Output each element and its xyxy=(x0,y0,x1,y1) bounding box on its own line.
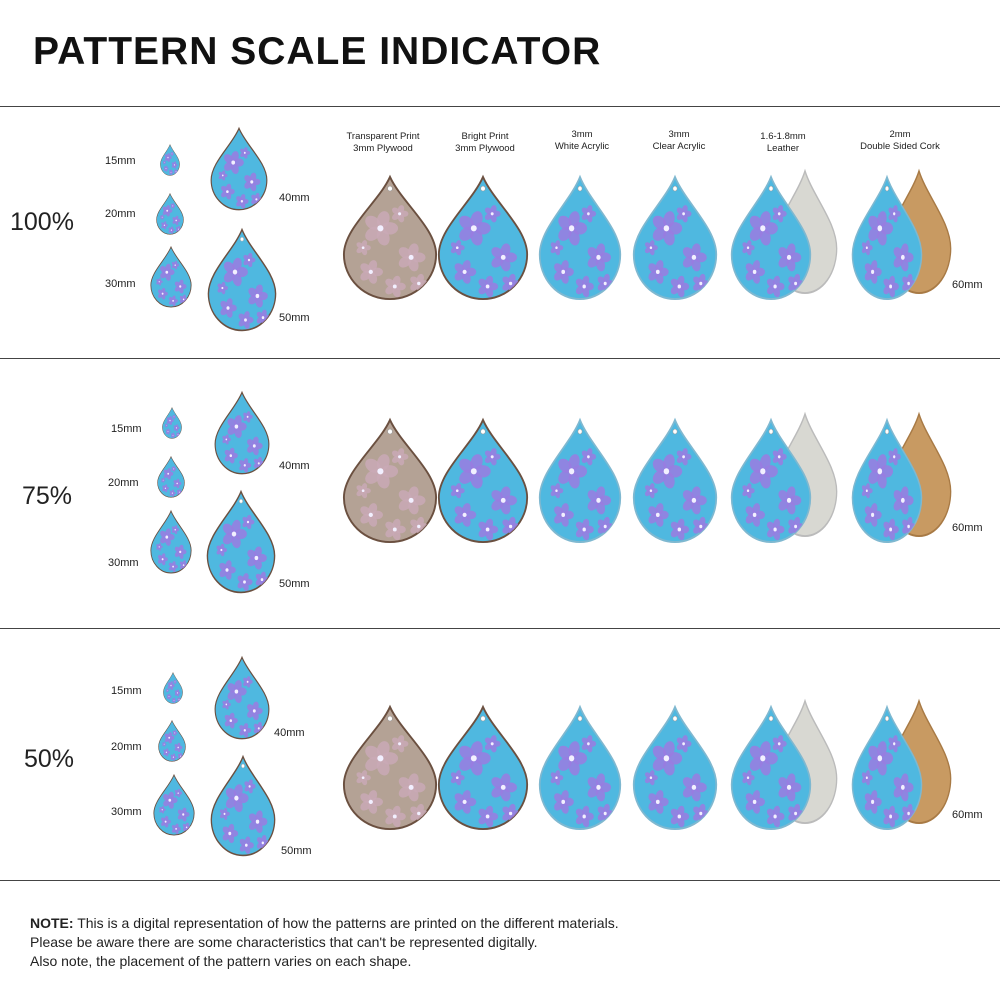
drop-leather-front xyxy=(730,174,812,300)
size-label: 30mm xyxy=(111,806,142,818)
material-header-transparent-plywood: Transparent Print 3mm Plywood xyxy=(328,131,438,155)
size-label: 15mm xyxy=(105,155,136,167)
drop-bright-plywood xyxy=(437,417,529,544)
divider xyxy=(0,106,1000,107)
size-sample-40mm xyxy=(210,126,268,211)
material-line2: 3mm Plywood xyxy=(455,143,515,154)
size-sample-20mm xyxy=(157,455,185,498)
drop-clear-acrylic xyxy=(632,174,718,300)
material-size-label: 60mm xyxy=(952,279,983,291)
divider xyxy=(0,628,1000,629)
size-label: 15mm xyxy=(111,423,142,435)
drop-white-acrylic xyxy=(538,417,622,543)
material-header-cork: 2mm Double Sided Cork xyxy=(845,129,955,153)
drop-leather-front xyxy=(730,417,812,543)
drop-white-acrylic xyxy=(538,704,622,830)
size-sample-50mm xyxy=(206,489,276,594)
drop-leather-front xyxy=(730,704,812,830)
drop-clear-acrylic xyxy=(632,417,718,543)
drop-transparent-plywood xyxy=(342,417,438,544)
drop-bright-plywood xyxy=(437,704,529,831)
size-label: 30mm xyxy=(105,278,136,290)
scale-label: 50% xyxy=(24,745,75,773)
material-header-white-acrylic: 3mm White Acrylic xyxy=(527,129,637,153)
material-line2: Leather xyxy=(766,143,800,154)
drop-cork-front xyxy=(851,174,923,301)
size-sample-30mm xyxy=(153,773,195,836)
size-label: 20mm xyxy=(108,477,139,489)
material-line2: 3mm Plywood xyxy=(353,143,413,154)
size-label: 20mm xyxy=(105,208,136,220)
size-sample-20mm xyxy=(158,719,186,762)
size-label: 15mm xyxy=(111,685,142,697)
size-label: 50mm xyxy=(281,845,312,857)
material-line1: 1.6-1.8mm xyxy=(760,131,806,142)
drop-white-acrylic xyxy=(538,174,622,300)
divider xyxy=(0,880,1000,881)
size-label: 40mm xyxy=(274,727,305,739)
material-line1: 2mm xyxy=(889,129,911,140)
drop-cork-front xyxy=(851,704,923,831)
material-line2: White Acrylic xyxy=(554,141,610,152)
size-sample-40mm xyxy=(214,655,270,740)
size-sample-50mm xyxy=(210,754,276,857)
size-sample-50mm xyxy=(207,227,277,332)
material-line1: Transparent Print xyxy=(346,131,420,142)
page-title: PATTERN SCALE INDICATOR xyxy=(33,30,602,73)
scale-label: 100% xyxy=(10,208,74,236)
size-label: 40mm xyxy=(279,460,310,472)
size-label: 40mm xyxy=(279,192,310,204)
note-line3: Also note, the placement of the pattern … xyxy=(30,953,412,969)
size-label: 50mm xyxy=(279,312,310,324)
size-sample-20mm xyxy=(156,192,184,235)
scale-label: 75% xyxy=(22,482,73,510)
size-sample-15mm xyxy=(162,406,182,439)
drop-bright-plywood xyxy=(437,174,529,301)
size-label: 30mm xyxy=(108,557,139,569)
material-line1: Bright Print xyxy=(461,131,509,142)
material-line2: Clear Acrylic xyxy=(652,141,706,152)
size-sample-15mm xyxy=(163,671,183,704)
note-line2: Please be aware there are some character… xyxy=(30,934,538,950)
size-label: 50mm xyxy=(279,578,310,590)
material-line1: 3mm xyxy=(571,129,593,140)
material-header-bright-plywood: Bright Print 3mm Plywood xyxy=(430,131,540,155)
material-size-label: 60mm xyxy=(952,809,983,821)
note-line1: This is a digital representation of how … xyxy=(73,915,619,931)
size-sample-15mm xyxy=(160,143,180,176)
material-header-clear-acrylic: 3mm Clear Acrylic xyxy=(624,129,734,153)
drop-transparent-plywood xyxy=(342,704,438,831)
note-text: NOTE: This is a digital representation o… xyxy=(30,914,619,971)
size-sample-30mm xyxy=(150,509,192,574)
divider xyxy=(0,358,1000,359)
material-line2: Double Sided Cork xyxy=(860,141,940,152)
size-label: 20mm xyxy=(111,741,142,753)
drop-cork-front xyxy=(851,417,923,544)
material-header-leather: 1.6-1.8mm Leather xyxy=(728,131,838,155)
note-label: NOTE: xyxy=(30,915,74,931)
drop-clear-acrylic xyxy=(632,704,718,830)
material-line1: 3mm xyxy=(668,129,690,140)
size-sample-40mm xyxy=(214,390,270,475)
drop-transparent-plywood xyxy=(342,174,438,301)
size-sample-30mm xyxy=(150,245,192,308)
material-size-label: 60mm xyxy=(952,522,983,534)
